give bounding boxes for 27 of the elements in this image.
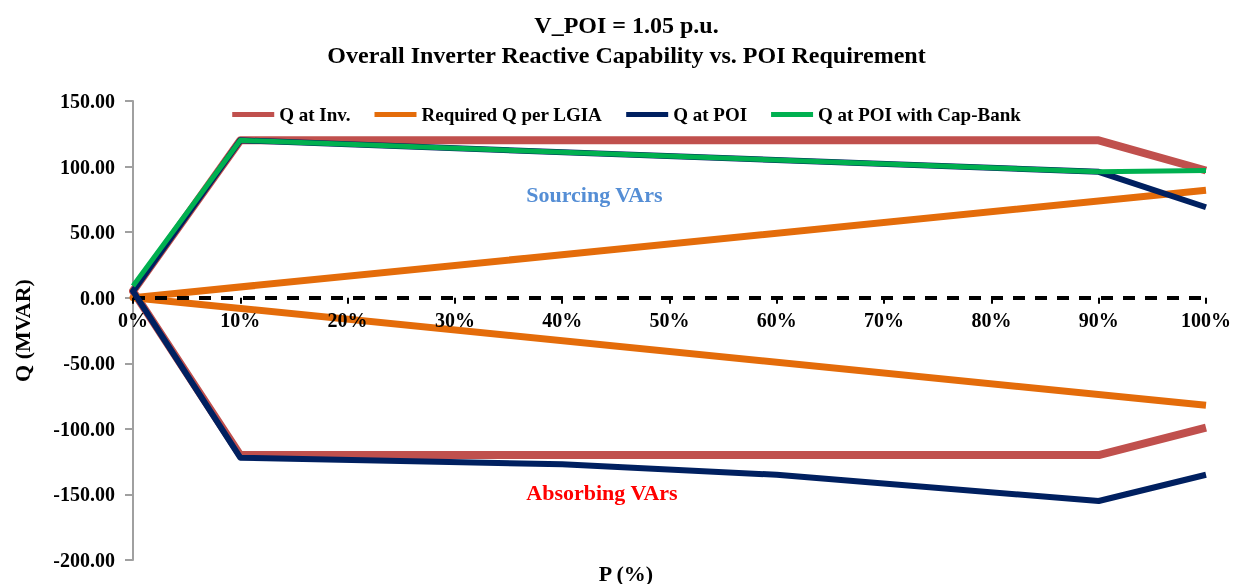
chart-subtitle: Overall Inverter Reactive Capability vs. POI Requirement	[327, 42, 926, 68]
annotation: Absorbing VArs	[526, 480, 679, 506]
x-tick-label: 40%	[542, 308, 583, 331]
y-tick-label: -200.00	[53, 549, 115, 571]
y-tick-label: -100.00	[53, 417, 115, 440]
x-tick-label: 70%	[864, 308, 905, 331]
y-tick-label: -50.00	[63, 352, 115, 375]
x-tick-label: 90%	[1078, 308, 1119, 331]
y-axis-title: Q (MVAR)	[9, 279, 35, 382]
y-tick-label: 150.00	[60, 90, 115, 112]
y-tick-label: 50.00	[70, 221, 115, 244]
x-tick-label: 30%	[434, 308, 475, 331]
x-tick-label: 80%	[971, 308, 1012, 331]
legend-label: Q at POI with Cap-Bank	[818, 104, 1022, 125]
legend-label: Required Q per LGIA	[421, 104, 603, 125]
y-tick-label: -150.00	[53, 483, 115, 506]
x-tick-label: 10%	[220, 308, 261, 331]
chart-title: V_POI = 1.05 p.u.	[534, 12, 719, 38]
x-tick-label: 50%	[649, 308, 690, 331]
legend-label: Q at POI	[673, 104, 748, 125]
y-tick-label: 100.00	[60, 155, 115, 178]
y-tick-label: 0.00	[80, 286, 115, 309]
x-tick-label: 0%	[118, 308, 148, 331]
x-tick-label: 100%	[1181, 308, 1231, 331]
annotation: Sourcing VArs	[526, 182, 664, 208]
x-tick-label: 60%	[756, 308, 797, 331]
legend-label: Q at Inv.	[279, 104, 351, 125]
